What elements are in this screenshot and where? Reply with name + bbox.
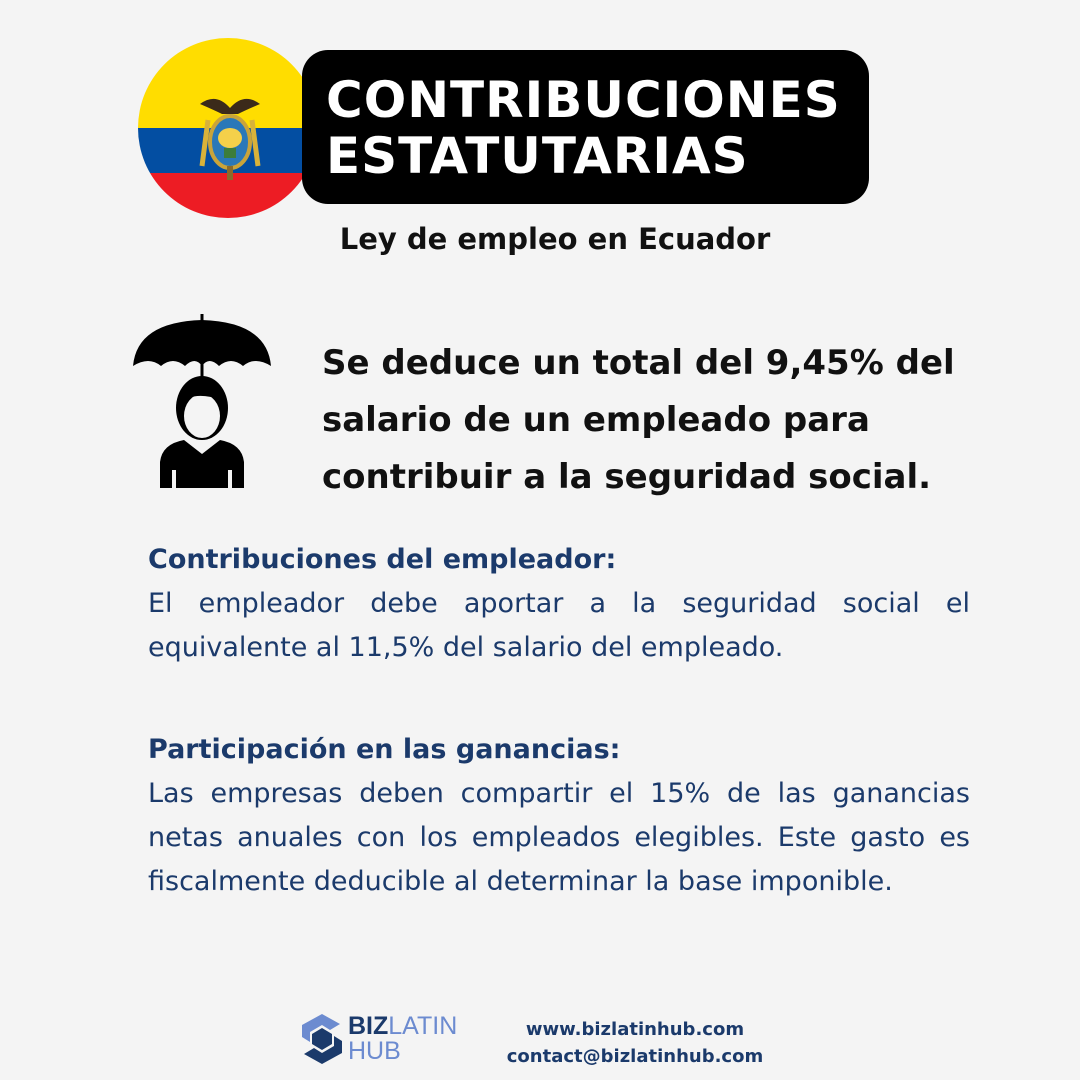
page-title-line-1: CONTRIBUCIONES	[326, 71, 841, 129]
section-body: Las empresas deben compartir el 15% de l…	[148, 778, 970, 897]
bizlatinhub-logo: BIZLATIN HUB	[348, 1014, 457, 1064]
title-banner: CONTRIBUCIONES ESTATUTARIAS	[302, 50, 869, 204]
lead-statement: Se deduce un total del 9,45% del salario…	[322, 343, 955, 497]
page-title-line-2: ESTATUTARIAS	[326, 127, 749, 185]
employer-contributions-section: Contribuciones del empleador: El emplead…	[148, 538, 970, 670]
page-subtitle: Ley de empleo en Ecuador	[339, 222, 771, 256]
section-title: Contribuciones del empleador:	[148, 544, 617, 575]
logo-biz: BIZ	[348, 1012, 389, 1040]
section-body: El empleador debe aportar a la seguridad…	[148, 588, 970, 663]
email-link[interactable]: contact@bizlatinhub.com	[506, 1046, 764, 1067]
website-link[interactable]: www.bizlatinhub.com	[525, 1019, 745, 1040]
profit-sharing-section: Participación en las ganancias: Las empr…	[148, 728, 970, 904]
bizlatinhub-logo-icon	[300, 1012, 344, 1066]
footer: BIZLATIN HUB www.bizlatinhub.com contact…	[300, 1012, 800, 1070]
umbrella-person-icon	[132, 312, 272, 492]
contact-info: www.bizlatinhub.com contact@bizlatinhub.…	[485, 1016, 785, 1070]
ecuador-flag-icon	[138, 38, 318, 218]
section-title: Participación en las ganancias:	[148, 734, 621, 765]
logo-latin: LATIN	[388, 1012, 458, 1040]
logo-hub: HUB	[348, 1037, 401, 1065]
